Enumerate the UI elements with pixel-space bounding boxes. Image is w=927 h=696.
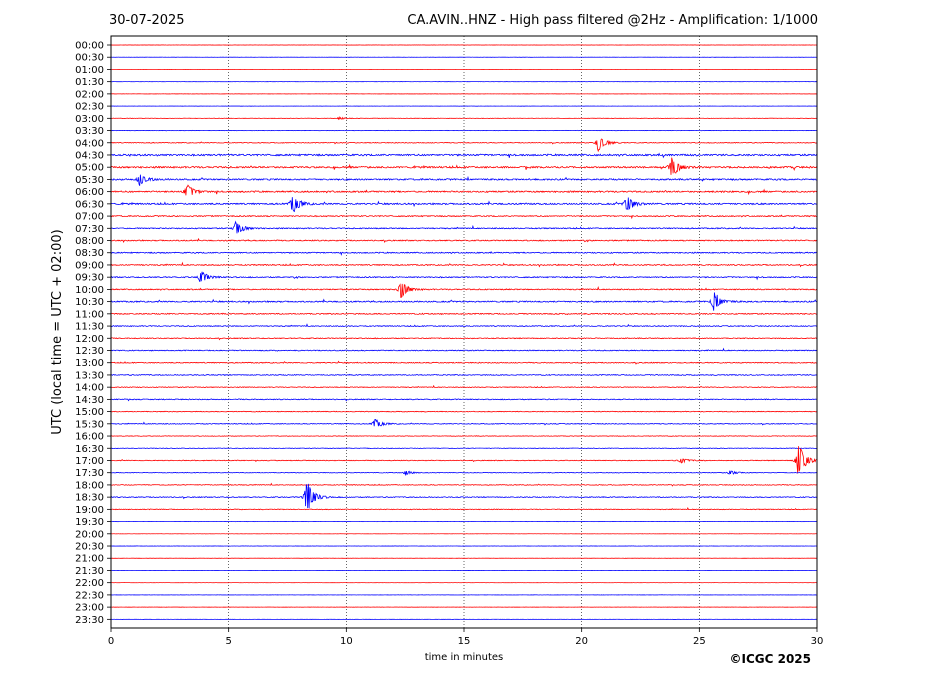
trace-row-28	[110, 384, 817, 389]
trace-row-29	[110, 398, 817, 402]
row-label-19: 09:30	[75, 273, 104, 284]
trace-row-37	[110, 483, 817, 509]
row-label-1: 00:30	[75, 53, 104, 64]
row-label-21: 10:30	[75, 297, 104, 308]
trace-row-18	[110, 261, 817, 268]
row-label-20: 10:00	[75, 285, 104, 296]
trace-row-22	[110, 312, 817, 316]
trace-row-23	[110, 323, 817, 328]
row-label-16: 08:00	[75, 236, 104, 247]
x-tick-label-3: 15	[458, 636, 471, 647]
row-label-36: 18:00	[75, 480, 104, 491]
trace-row-20	[110, 283, 817, 299]
x-axis-label: time in minutes	[425, 652, 504, 663]
row-label-2: 01:00	[75, 65, 104, 76]
x-tick-label-4: 20	[575, 636, 588, 647]
row-label-24: 12:00	[75, 334, 104, 345]
row-label-13: 06:30	[75, 199, 104, 210]
row-label-7: 03:30	[75, 126, 104, 137]
row-label-38: 19:00	[75, 505, 104, 516]
row-label-32: 16:00	[75, 432, 104, 443]
row-label-33: 16:30	[75, 444, 104, 455]
row-label-15: 07:30	[75, 224, 104, 235]
x-tick-label-1: 5	[225, 636, 231, 647]
trace-row-26	[110, 360, 817, 365]
x-tick-label-0: 0	[108, 636, 114, 647]
trace-row-12	[110, 184, 817, 196]
row-label-34: 17:00	[75, 456, 104, 467]
row-label-8: 04:00	[75, 138, 104, 149]
x-tick-label-6: 30	[811, 636, 824, 647]
row-label-40: 20:00	[75, 529, 104, 540]
row-label-42: 21:00	[75, 554, 104, 565]
trace-row-13	[110, 197, 817, 213]
x-axis-ticks: 0 5 10 15 20 25 30	[108, 628, 824, 647]
trace-row-34	[110, 446, 817, 474]
trace-row-7	[110, 129, 817, 132]
trace-row-30	[110, 410, 817, 413]
x-tick-label-2: 10	[340, 636, 353, 647]
trace-row-8	[110, 138, 817, 153]
y-axis-label: UTC (local time = UTC + 02:00)	[50, 229, 65, 434]
row-label-5: 02:30	[75, 102, 104, 113]
row-label-43: 21:30	[75, 566, 104, 577]
row-label-25: 12:30	[75, 346, 104, 357]
row-label-45: 22:30	[75, 590, 104, 601]
copyright-text: ©ICGC 2025	[729, 652, 811, 666]
row-label-26: 13:00	[75, 358, 104, 369]
row-label-39: 19:30	[75, 517, 104, 528]
row-label-46: 23:00	[75, 603, 104, 614]
trace-row-38	[111, 507, 817, 511]
row-label-14: 07:00	[75, 212, 104, 223]
trace-row-6	[110, 116, 817, 121]
row-label-3: 01:30	[75, 77, 104, 88]
trace-row-9	[110, 152, 817, 159]
x-tick-label-5: 25	[693, 636, 706, 647]
trace-row-25	[110, 347, 817, 352]
row-label-31: 15:30	[75, 419, 104, 430]
trace-row-33	[110, 447, 817, 450]
row-label-17: 08:30	[75, 248, 104, 259]
trace-row-27	[111, 373, 817, 377]
row-label-9: 04:30	[75, 150, 104, 161]
trace-row-35	[110, 470, 817, 476]
trace-row-31	[110, 418, 817, 427]
row-label-10: 05:00	[75, 163, 104, 174]
trace-row-24	[110, 337, 817, 341]
seismic-traces	[110, 44, 817, 620]
row-label-4: 02:00	[75, 89, 104, 100]
row-label-0: 00:00	[75, 41, 104, 52]
row-label-22: 11:00	[75, 309, 104, 320]
row-label-6: 03:00	[75, 114, 104, 125]
trace-row-10	[110, 157, 817, 175]
chart-date: 30-07-2025	[109, 13, 185, 28]
row-label-18: 09:00	[75, 260, 104, 271]
row-label-12: 06:00	[75, 187, 104, 198]
trace-row-11	[110, 174, 817, 186]
row-label-29: 14:30	[75, 395, 104, 406]
plot-frame	[110, 35, 818, 629]
trace-row-32	[110, 435, 817, 437]
chart-title: CA.AVIN..HNZ - High pass filtered @2Hz -…	[407, 13, 818, 28]
row-label-47: 23:30	[75, 615, 104, 626]
row-label-41: 20:30	[75, 542, 104, 553]
row-label-30: 15:00	[75, 407, 104, 418]
trace-row-17	[110, 251, 817, 256]
trace-row-16	[110, 237, 817, 244]
row-label-37: 18:30	[75, 493, 104, 504]
row-label-11: 05:30	[75, 175, 104, 186]
trace-row-14	[110, 214, 817, 220]
trace-row-21	[110, 292, 817, 311]
row-label-23: 11:30	[75, 322, 104, 333]
vertical-gridlines	[228, 36, 700, 628]
row-label-44: 22:00	[75, 578, 104, 589]
trace-row-15	[110, 220, 817, 234]
trace-row-36	[110, 482, 817, 487]
row-label-28: 14:00	[75, 383, 104, 394]
row-label-35: 17:30	[75, 468, 104, 479]
trace-row-19	[110, 271, 817, 283]
row-label-27: 13:30	[75, 370, 104, 381]
